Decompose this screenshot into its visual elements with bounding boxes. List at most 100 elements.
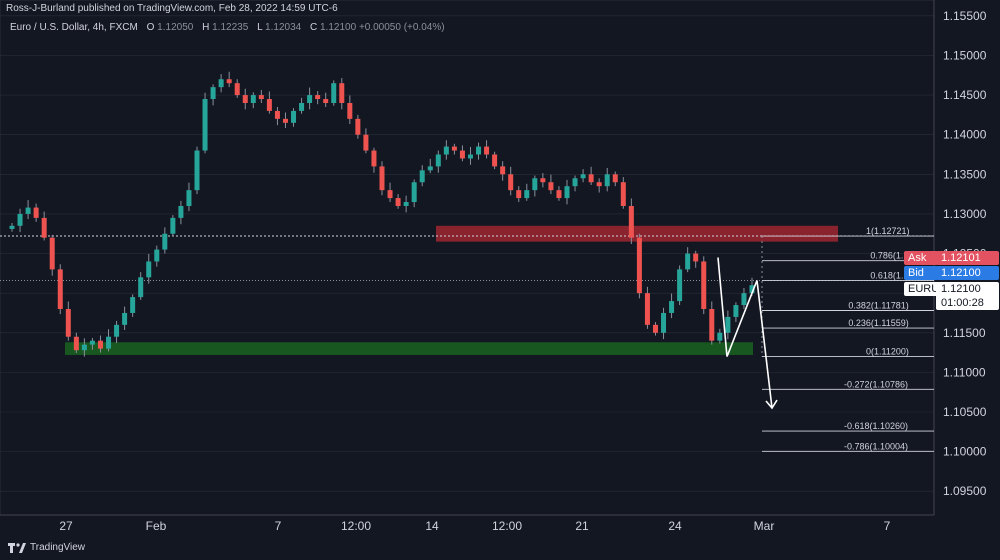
candle-body <box>162 233 168 250</box>
candle-body <box>588 174 594 183</box>
candle-body <box>620 182 626 206</box>
candle-body <box>709 309 715 341</box>
candle-body <box>548 182 554 191</box>
candle-body <box>9 225 15 229</box>
candle-body <box>516 190 522 199</box>
fib-label: 0.618(1.1 <box>870 270 908 280</box>
candle-body <box>355 118 361 135</box>
candle-body <box>154 249 160 262</box>
last-price: 1.12100 <box>941 283 981 295</box>
projection-arrow-segment <box>756 280 773 409</box>
candle-body <box>331 83 337 103</box>
candle-body <box>363 134 369 151</box>
fib-label: -0.618(1.10260) <box>844 421 908 431</box>
bid-tag: Bid <box>904 266 938 280</box>
x-tick-label: 12:00 <box>492 519 522 533</box>
candle-body <box>57 269 63 309</box>
candle-body <box>524 190 530 199</box>
candle-body <box>411 182 417 203</box>
candle-body <box>741 293 747 306</box>
candle-body <box>492 154 498 167</box>
bid-price-box: 1.12100 <box>936 266 999 280</box>
candle-body <box>130 297 136 313</box>
candle-body <box>339 83 345 103</box>
projection-arrow-head <box>765 399 778 410</box>
candle-body <box>210 87 216 100</box>
candle-body <box>41 217 47 238</box>
ask-tag: Ask <box>904 251 938 265</box>
y-tick-label: 1.14000 <box>943 128 987 142</box>
candle-body <box>701 261 707 309</box>
candle-body <box>476 146 482 155</box>
candle-body <box>612 174 618 183</box>
low-value: 1.12034 <box>265 22 302 33</box>
footer-brand[interactable]: TradingView <box>8 542 85 553</box>
high-label: H <box>202 22 210 33</box>
candle-body <box>443 146 449 155</box>
y-tick-label: 1.11500 <box>943 326 986 340</box>
candle-body <box>596 182 602 187</box>
candle-body <box>387 190 393 199</box>
publisher-text: Ross-J-Burland published on TradingView.… <box>6 3 338 14</box>
y-tick-label: 1.13000 <box>943 207 987 221</box>
candle-body <box>572 178 578 187</box>
candle-body <box>347 103 353 119</box>
candle-body <box>717 332 723 341</box>
candle-body <box>81 344 87 351</box>
candle-body <box>435 154 441 167</box>
candle-body <box>178 206 184 218</box>
y-tick-label: 1.10500 <box>943 405 987 419</box>
candle-body <box>202 99 208 151</box>
candle-body <box>371 150 377 167</box>
candle-body <box>266 99 272 111</box>
tradingview-logo-icon <box>8 542 26 553</box>
projection-arrow-segment <box>726 280 758 357</box>
close-label: C <box>309 22 318 33</box>
candle-body <box>403 202 409 206</box>
candle-body <box>146 261 152 278</box>
candle-body <box>114 324 120 337</box>
candle-body <box>677 269 683 302</box>
x-tick-label: 7 <box>884 519 891 533</box>
candle-body <box>661 312 667 333</box>
fib-label: 1(1.12721) <box>866 226 910 236</box>
high-value: 1.12235 <box>212 22 249 33</box>
x-tick-label: Mar <box>754 519 775 533</box>
candle-body <box>395 198 401 206</box>
candle-body <box>89 340 95 345</box>
projection-arrow-segment <box>717 257 728 357</box>
y-tick-label: 1.10000 <box>943 445 987 459</box>
fib-label: 0(1.11200) <box>866 347 909 357</box>
y-tick-label: 1.14500 <box>943 88 987 102</box>
candle-body <box>500 166 506 175</box>
candle-body <box>194 150 200 191</box>
candle-body <box>170 217 176 234</box>
ask-price-box: 1.12101 <box>936 251 999 265</box>
candle-body <box>186 190 192 206</box>
fib-label: 0.382(1.11781) <box>848 301 908 311</box>
y-tick-label: 1.15500 <box>943 9 987 23</box>
fib-label: -0.272(1.10786) <box>844 379 908 389</box>
candle-body <box>138 277 144 298</box>
candle-body <box>459 150 465 159</box>
candle-body <box>17 213 23 226</box>
candle-body <box>733 305 739 317</box>
candle-body <box>323 99 329 103</box>
candle-body <box>49 237 55 270</box>
candle-body <box>65 309 71 337</box>
candle-body <box>234 83 240 96</box>
x-tick-label: 12:00 <box>341 519 371 533</box>
candle-body <box>628 206 634 238</box>
candle-body <box>508 174 514 191</box>
support-zone <box>65 342 753 355</box>
y-tick-label: 1.15000 <box>943 48 987 62</box>
candle-body <box>644 293 650 325</box>
x-tick-label: 21 <box>575 519 589 533</box>
candle-body <box>580 174 586 179</box>
x-tick-label: 14 <box>425 519 439 533</box>
candle-body <box>484 146 490 155</box>
candle-body <box>282 118 288 123</box>
candle-body <box>106 336 112 349</box>
candle-body <box>556 190 562 199</box>
